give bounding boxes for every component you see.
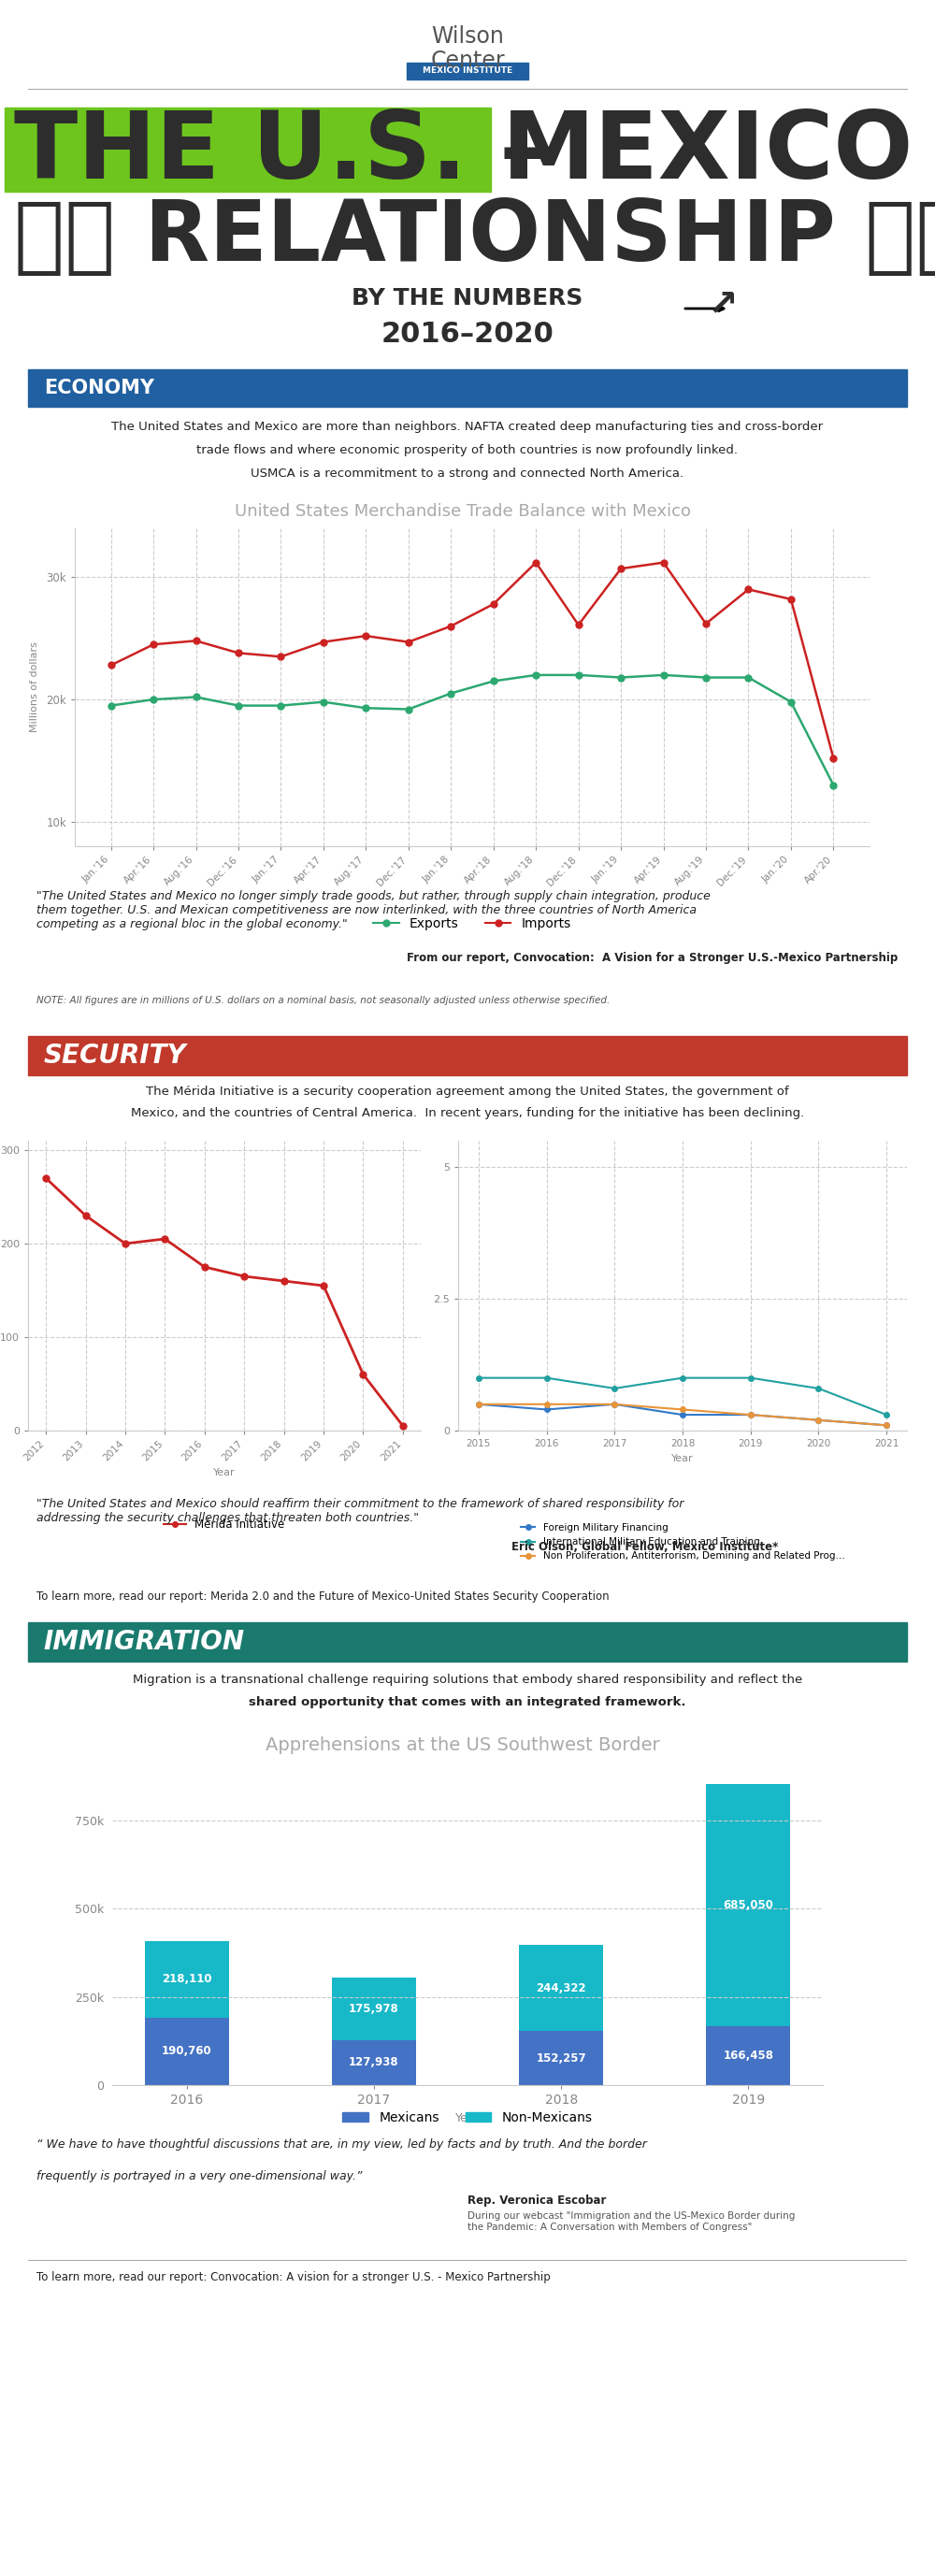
Non Proliferation, Antiterrorism, Demining and Related Prog... [677, 1394, 688, 1425]
Text: “ We have to have thoughtful discussions that are, in my view, led by facts and : “ We have to have thoughtful discussions… [36, 2138, 647, 2151]
Bar [706, 2027, 790, 2084]
Text: To learn more, read our report: Convocation: A vision for a stronger U.S. - Mexi: To learn more, read our report: Convocat… [36, 2272, 551, 2282]
Text: MEXICO: MEXICO [502, 108, 913, 198]
X-axis label: Year: Year [671, 1453, 694, 1463]
Bar [5, 108, 491, 191]
Bar [145, 2017, 229, 2084]
International Military Education and Training [541, 1363, 553, 1394]
Line: International Military Education and Training: International Military Education and Tra… [476, 1376, 889, 1417]
International Military Education and Training [813, 1373, 824, 1404]
Text: MEXICO INSTITUTE: MEXICO INSTITUTE [423, 67, 512, 75]
Text: Eric Olson, Global Fellow, Mexico Institute*: Eric Olson, Global Fellow, Mexico Instit… [511, 1540, 778, 1553]
Y-axis label: Millions of dollars: Millions of dollars [30, 641, 39, 732]
Text: "The United States and Mexico no longer simply trade goods, but rather, through : "The United States and Mexico no longer … [36, 891, 711, 930]
Text: 190,760: 190,760 [162, 2045, 211, 2058]
Text: 244,322: 244,322 [536, 1981, 586, 1994]
Non Proliferation, Antiterrorism, Demining and Related Prog... [609, 1388, 620, 1419]
Bar [332, 1978, 416, 2040]
Foreign Military Financing [881, 1409, 892, 1440]
Text: During our webcast "Immigration and the US-Mexico Border during
the Pandemic: A : During our webcast "Immigration and the … [468, 2213, 795, 2231]
Text: THE U.S. –: THE U.S. – [14, 108, 546, 198]
Text: Migration is a transnational challenge requiring solutions that embody shared re: Migration is a transnational challenge r… [133, 1674, 802, 1685]
Text: 2016–2020: 2016–2020 [381, 322, 554, 348]
Text: NOTE: All figures are in millions of U.S. dollars on a nominal basis, not season: NOTE: All figures are in millions of U.S… [36, 997, 611, 1005]
Text: The Mérida Initiative is a security cooperation agreement among the United State: The Mérida Initiative is a security coop… [146, 1084, 789, 1097]
Bar [519, 2032, 603, 2084]
Text: 685,050: 685,050 [723, 1899, 773, 1911]
Text: 🇺🇸 RELATIONSHIP 🇲🇽: 🇺🇸 RELATIONSHIP 🇲🇽 [14, 196, 935, 278]
Text: 175,978: 175,978 [349, 2002, 399, 2014]
Text: "The United States and Mexico should reaffirm their commitment to the framework : "The United States and Mexico should rea… [36, 1499, 684, 1525]
Text: Wilson: Wilson [431, 26, 504, 49]
Bar [145, 1940, 229, 2017]
Line: Non Proliferation, Antiterrorism, Demining and Related Prog...: Non Proliferation, Antiterrorism, Demini… [476, 1401, 889, 1427]
Non Proliferation, Antiterrorism, Demining and Related Prog... [473, 1388, 484, 1419]
Text: shared opportunity that comes with an integrated framework.: shared opportunity that comes with an in… [249, 1695, 686, 1708]
Text: ↗: ↗ [683, 286, 739, 322]
Foreign Military Financing [813, 1404, 824, 1435]
X-axis label: Year: Year [213, 1468, 236, 1479]
X-axis label: Year: Year [455, 2112, 480, 2125]
Text: Rep. Veronica Escobar: Rep. Veronica Escobar [468, 2195, 606, 2208]
Text: BY THE NUMBERS: BY THE NUMBERS [352, 286, 583, 309]
Text: trade flows and where economic prosperity of both countries is now profoundly li: trade flows and where economic prosperit… [196, 446, 739, 456]
Text: IMMIGRATION: IMMIGRATION [44, 1628, 245, 1654]
Text: From our report, Convocation:  A Vision for a Stronger U.S.-Mexico Partnership: From our report, Convocation: A Vision f… [407, 953, 899, 963]
Text: frequently is portrayed in a very one-dimensional way.”: frequently is portrayed in a very one-di… [36, 2169, 363, 2182]
Text: Apprehensions at the US Southwest Border: Apprehensions at the US Southwest Border [266, 1736, 660, 1754]
International Military Education and Training [745, 1363, 756, 1394]
Line: Foreign Military Financing: Foreign Military Financing [476, 1401, 889, 1427]
Non Proliferation, Antiterrorism, Demining and Related Prog... [813, 1404, 824, 1435]
Legend: Exports, Imports: Exports, Imports [368, 912, 576, 935]
Foreign Military Financing [677, 1399, 688, 1430]
Text: SECURITY: SECURITY [44, 1043, 187, 1069]
Text: To learn more, read our report: Merida 2.0 and the Future of Mexico-United State: To learn more, read our report: Merida 2… [36, 1589, 610, 1602]
International Military Education and Training [609, 1373, 620, 1404]
Legend: Mérida Initiative: Mérida Initiative [160, 1515, 289, 1535]
Text: Center: Center [430, 49, 505, 72]
Foreign Military Financing [745, 1399, 756, 1430]
Text: United States Merchandise Trade Balance with Mexico: United States Merchandise Trade Balance … [235, 502, 691, 520]
International Military Education and Training [881, 1399, 892, 1430]
Bar [519, 1945, 603, 2032]
Text: 166,458: 166,458 [723, 2050, 773, 2061]
Text: 127,938: 127,938 [349, 2056, 399, 2069]
Text: 218,110: 218,110 [162, 1973, 211, 1986]
Text: Mexico, and the countries of Central America.  In recent years, funding for the : Mexico, and the countries of Central Ame… [131, 1108, 804, 1121]
Non Proliferation, Antiterrorism, Demining and Related Prog... [881, 1409, 892, 1440]
Bar [706, 1785, 790, 2027]
Text: 152,257: 152,257 [536, 2053, 586, 2063]
International Military Education and Training [473, 1363, 484, 1394]
Foreign Military Financing [541, 1394, 553, 1425]
Legend: Foreign Military Financing, International Military Education and Training, Non P: Foreign Military Financing, Internationa… [517, 1520, 848, 1564]
Non Proliferation, Antiterrorism, Demining and Related Prog... [745, 1399, 756, 1430]
Text: ECONOMY: ECONOMY [44, 379, 154, 397]
Foreign Military Financing [473, 1388, 484, 1419]
Bar [332, 2040, 416, 2084]
Non Proliferation, Antiterrorism, Demining and Related Prog... [541, 1388, 553, 1419]
Text: The United States and Mexico are more than neighbors. NAFTA created deep manufac: The United States and Mexico are more th… [111, 420, 824, 433]
Text: USMCA is a recommitment to a strong and connected North America.: USMCA is a recommitment to a strong and … [251, 466, 684, 479]
Legend: Mexicans, Non-Mexicans: Mexicans, Non-Mexicans [338, 2107, 597, 2130]
Foreign Military Financing [609, 1388, 620, 1419]
Bar [407, 62, 528, 80]
International Military Education and Training [677, 1363, 688, 1394]
